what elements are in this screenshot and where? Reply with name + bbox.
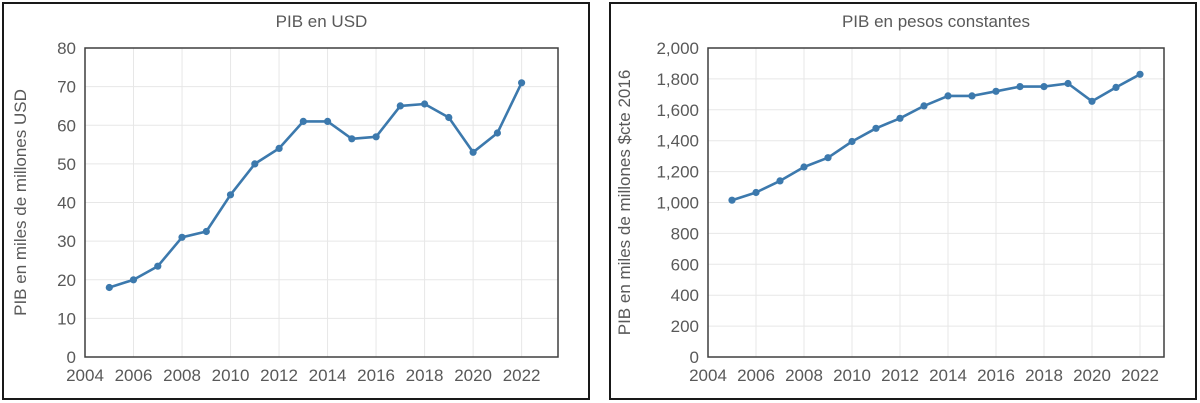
y-tick-label: 50 (57, 155, 76, 174)
chart-title: PIB en pesos constantes (842, 12, 1030, 31)
data-point (872, 124, 880, 132)
plot-frame (707, 47, 1165, 358)
data-point (372, 133, 380, 141)
data-point (1088, 97, 1096, 105)
x-tick-label: 2012 (881, 366, 919, 385)
x-tick-label: 2018 (406, 366, 444, 385)
data-line (108, 81, 523, 289)
y-tick-label: 80 (57, 39, 76, 58)
data-point (1016, 83, 1024, 91)
x-tick-label: 2020 (454, 366, 492, 385)
y-tick-label: 1,000 (656, 194, 699, 213)
y-tick-label: 40 (57, 194, 76, 213)
data-point (202, 227, 210, 236)
data-point (421, 100, 429, 108)
data-point (324, 117, 332, 125)
x-tick-label: 2006 (115, 366, 153, 385)
y-tick-label: 0 (67, 348, 76, 367)
x-tick-label: 2020 (1073, 366, 1111, 385)
x-tick-label: 2008 (163, 366, 201, 385)
data-point (1136, 70, 1144, 78)
data-point (1064, 79, 1072, 88)
x-tick-label: 2018 (1025, 366, 1063, 385)
y-tick-label: 0 (690, 348, 699, 367)
data-point (752, 188, 760, 197)
y-tick-label: 800 (671, 224, 699, 243)
x-tick-label: 2006 (737, 366, 775, 385)
data-point (469, 148, 477, 156)
data-point (493, 129, 501, 137)
y-axis-label: PIB en miles de millones $cte 2016 (615, 70, 634, 336)
data-point (299, 117, 307, 125)
y-tick-label: 1,800 (656, 70, 699, 89)
data-line (730, 73, 1142, 202)
y-tick-label: 1,400 (656, 132, 699, 151)
x-tick-label: 2022 (1121, 366, 1159, 385)
y-tick-label: 60 (57, 116, 76, 135)
y-tick-label: 20 (57, 271, 76, 290)
y-tick-label: 70 (57, 78, 76, 97)
x-tick-label: 2004 (689, 366, 727, 385)
data-point (251, 160, 259, 168)
data-point (396, 102, 404, 110)
y-tick-label: 30 (57, 232, 76, 251)
data-point (348, 135, 356, 143)
x-tick-label: 2004 (66, 366, 104, 385)
data-point (896, 114, 904, 122)
x-tick-label: 2016 (357, 366, 395, 385)
chart-title: PIB en USD (276, 12, 368, 31)
chart-panel-pib-usd: PIB en USD 0 10 20 30 40 50 60 70 80 2004 2006 2008 2… (2, 2, 590, 400)
x-tick-label: 2012 (260, 366, 298, 385)
data-point (824, 154, 832, 162)
data-point (920, 102, 928, 110)
data-point (178, 233, 186, 241)
x-tick-label: 2010 (833, 366, 871, 385)
x-tick-label: 2022 (503, 366, 541, 385)
data-point (275, 144, 283, 152)
data-point (518, 79, 526, 87)
x-tick-label: 2008 (785, 366, 823, 385)
y-axis-label: PIB en miles de millones USD (11, 89, 30, 316)
data-point (800, 163, 808, 171)
x-tick-label: 2010 (212, 366, 250, 385)
y-tick-label: 200 (671, 317, 699, 336)
x-tick-label: 2014 (309, 366, 347, 385)
data-point (445, 113, 453, 122)
x-tick-label: 2014 (929, 366, 967, 385)
y-tick-label: 2,000 (656, 39, 699, 58)
chart-panel-pib-pesos-constantes: PIB en pesos constantes 0 200 400 600 800 1,00… (609, 2, 1197, 400)
data-point (154, 262, 162, 270)
y-tick-label: 600 (671, 255, 699, 274)
data-point (129, 276, 138, 284)
data-point (105, 283, 113, 292)
data-point (968, 92, 976, 100)
y-tick-label: 1,600 (656, 101, 699, 120)
y-tick-label: 1,200 (656, 163, 699, 182)
line-chart-pib-pesos-constantes: PIB en pesos constantes 0 200 400 600 800 1,00… (615, 12, 1165, 385)
y-tick-label: 400 (671, 286, 699, 305)
data-point (848, 137, 856, 146)
line-chart-pib-usd: PIB en USD 0 10 20 30 40 50 60 70 80 2004 2006 2008 2… (11, 12, 559, 385)
data-point (728, 196, 736, 204)
data-point (1040, 83, 1048, 91)
data-point (992, 87, 1000, 95)
data-point (944, 92, 952, 100)
data-point (226, 191, 235, 199)
x-tick-label: 2016 (977, 366, 1015, 385)
y-tick-label: 10 (57, 309, 76, 328)
data-point (776, 177, 784, 185)
plot-frame (84, 47, 559, 358)
data-point (1112, 83, 1120, 91)
